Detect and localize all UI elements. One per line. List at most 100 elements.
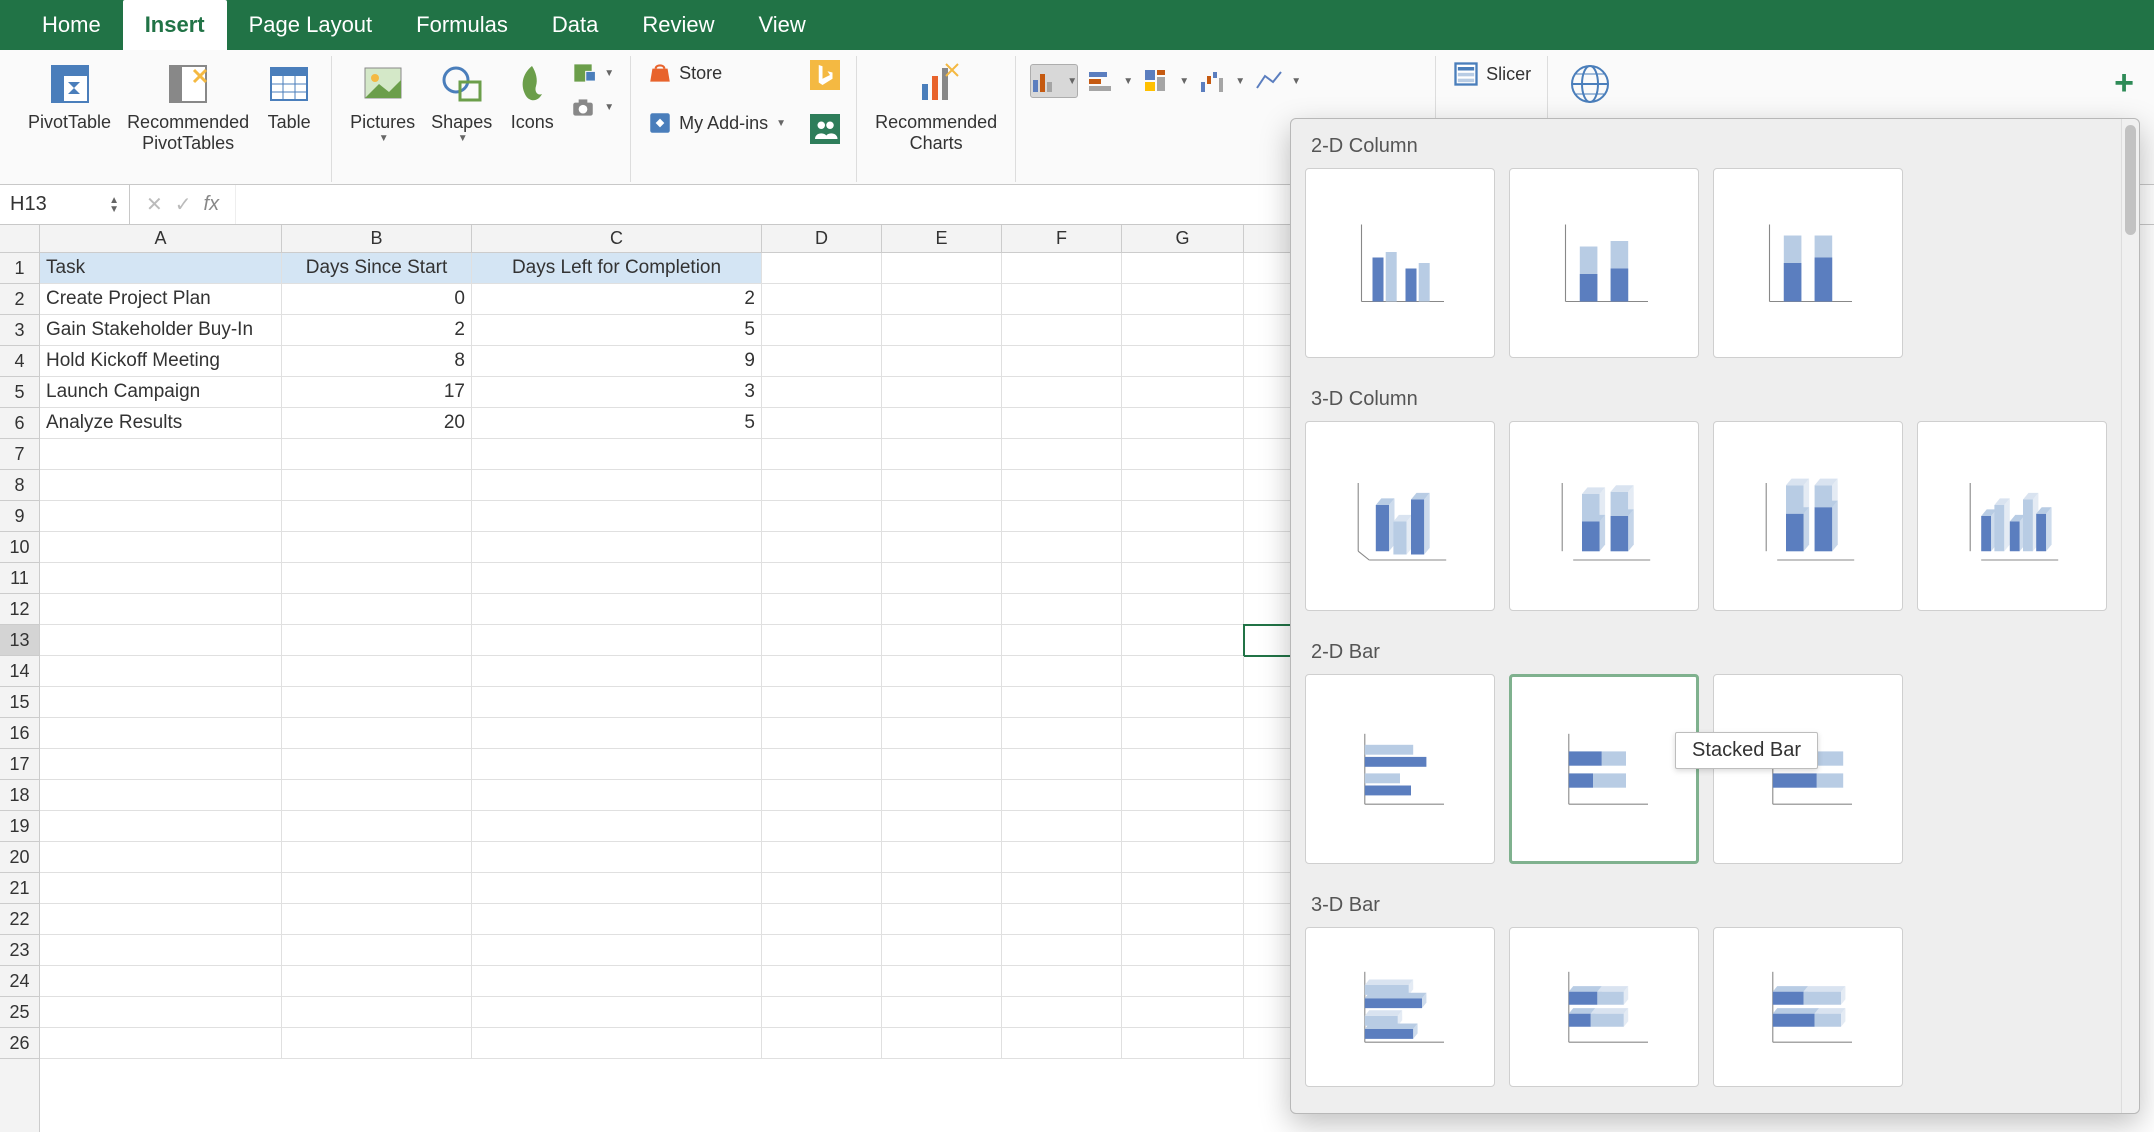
cell[interactable]	[472, 811, 762, 842]
cell[interactable]	[882, 842, 1002, 873]
cell[interactable]: 3	[472, 377, 762, 408]
cell[interactable]	[882, 966, 1002, 997]
row-header[interactable]: 18	[0, 780, 39, 811]
recommended-charts-button[interactable]: Recommended Charts	[867, 56, 1005, 157]
cell[interactable]	[1122, 935, 1244, 966]
row-header[interactable]: 4	[0, 346, 39, 377]
cell[interactable]	[1002, 811, 1122, 842]
slicer-button[interactable]: Slicer	[1446, 56, 1537, 92]
cell[interactable]: Gain Stakeholder Buy-In	[40, 315, 282, 346]
cell[interactable]	[1122, 873, 1244, 904]
row-header[interactable]: 15	[0, 687, 39, 718]
cell[interactable]	[1122, 656, 1244, 687]
cell[interactable]	[282, 470, 472, 501]
cell[interactable]	[1122, 346, 1244, 377]
cell[interactable]	[40, 501, 282, 532]
cell[interactable]	[762, 780, 882, 811]
cell[interactable]	[282, 842, 472, 873]
pivot-table-button[interactable]: PivotTable	[20, 56, 119, 137]
cell[interactable]	[1002, 532, 1122, 563]
cell[interactable]	[1002, 470, 1122, 501]
cell[interactable]	[282, 1028, 472, 1059]
cell[interactable]	[40, 935, 282, 966]
cell[interactable]: 20	[282, 408, 472, 439]
cell[interactable]	[472, 656, 762, 687]
cell[interactable]	[762, 346, 882, 377]
store-button[interactable]: Store	[641, 56, 792, 90]
cell[interactable]	[282, 780, 472, 811]
cell[interactable]	[282, 997, 472, 1028]
cell[interactable]	[1002, 749, 1122, 780]
cell[interactable]	[472, 842, 762, 873]
cell[interactable]	[1002, 966, 1122, 997]
cell[interactable]	[1122, 253, 1244, 284]
cell[interactable]	[1122, 532, 1244, 563]
hierarchy-chart-button[interactable]: ▼	[1142, 64, 1190, 98]
cell[interactable]	[472, 563, 762, 594]
cell[interactable]	[1122, 625, 1244, 656]
chart-thumb-col2d-1[interactable]	[1509, 168, 1699, 358]
cell[interactable]	[762, 594, 882, 625]
tab-review[interactable]: Review	[620, 0, 736, 50]
row-header[interactable]: 3	[0, 315, 39, 346]
cell[interactable]	[282, 904, 472, 935]
cell[interactable]	[762, 253, 882, 284]
cell[interactable]	[1002, 873, 1122, 904]
cell[interactable]	[882, 749, 1002, 780]
cell[interactable]	[882, 904, 1002, 935]
cell[interactable]	[282, 687, 472, 718]
row-header[interactable]: 25	[0, 997, 39, 1028]
cell[interactable]	[882, 439, 1002, 470]
cell[interactable]	[762, 656, 882, 687]
cell[interactable]	[282, 811, 472, 842]
cell[interactable]	[472, 470, 762, 501]
cell[interactable]	[1002, 687, 1122, 718]
cell[interactable]	[1122, 501, 1244, 532]
cell[interactable]	[1122, 687, 1244, 718]
cell[interactable]	[762, 501, 882, 532]
cell[interactable]	[1002, 284, 1122, 315]
cell[interactable]	[762, 842, 882, 873]
cell[interactable]	[472, 501, 762, 532]
shapes-button[interactable]: Shapes▼	[423, 56, 500, 148]
cell[interactable]	[40, 842, 282, 873]
chart-thumb-bar2d-1[interactable]	[1509, 674, 1699, 864]
cell[interactable]	[1122, 594, 1244, 625]
cell[interactable]	[882, 408, 1002, 439]
column-header-d[interactable]: D	[762, 225, 882, 252]
row-header[interactable]: 2	[0, 284, 39, 315]
cell[interactable]	[1122, 563, 1244, 594]
row-header[interactable]: 9	[0, 501, 39, 532]
pictures-button[interactable]: Pictures▼	[342, 56, 423, 148]
cell[interactable]	[40, 966, 282, 997]
cell[interactable]	[1002, 594, 1122, 625]
cell[interactable]	[1002, 315, 1122, 346]
chart-thumb-bar2d-2[interactable]	[1713, 674, 1903, 864]
cell[interactable]	[282, 501, 472, 532]
cell[interactable]	[40, 594, 282, 625]
cell[interactable]	[40, 811, 282, 842]
cell[interactable]: 5	[472, 315, 762, 346]
cell[interactable]: Days Left for Completion	[472, 253, 762, 284]
cell[interactable]	[472, 1028, 762, 1059]
column-header-f[interactable]: F	[1002, 225, 1122, 252]
cell[interactable]	[282, 935, 472, 966]
cell[interactable]: 2	[282, 315, 472, 346]
cell[interactable]	[40, 532, 282, 563]
tab-view[interactable]: View	[736, 0, 827, 50]
tab-page-layout[interactable]: Page Layout	[227, 0, 395, 50]
cell[interactable]	[762, 284, 882, 315]
cell[interactable]: Task	[40, 253, 282, 284]
cell[interactable]	[882, 501, 1002, 532]
cell[interactable]	[40, 563, 282, 594]
chart-thumb-col3d-2[interactable]	[1713, 421, 1903, 611]
chart-thumb-col3d-0[interactable]	[1305, 421, 1495, 611]
cell[interactable]	[472, 780, 762, 811]
cell[interactable]	[472, 997, 762, 1028]
cell[interactable]: 2	[472, 284, 762, 315]
cell[interactable]	[762, 749, 882, 780]
row-header[interactable]: 22	[0, 904, 39, 935]
cell[interactable]	[1122, 1028, 1244, 1059]
smartart-button[interactable]: ▼	[564, 56, 620, 90]
cell[interactable]	[472, 687, 762, 718]
